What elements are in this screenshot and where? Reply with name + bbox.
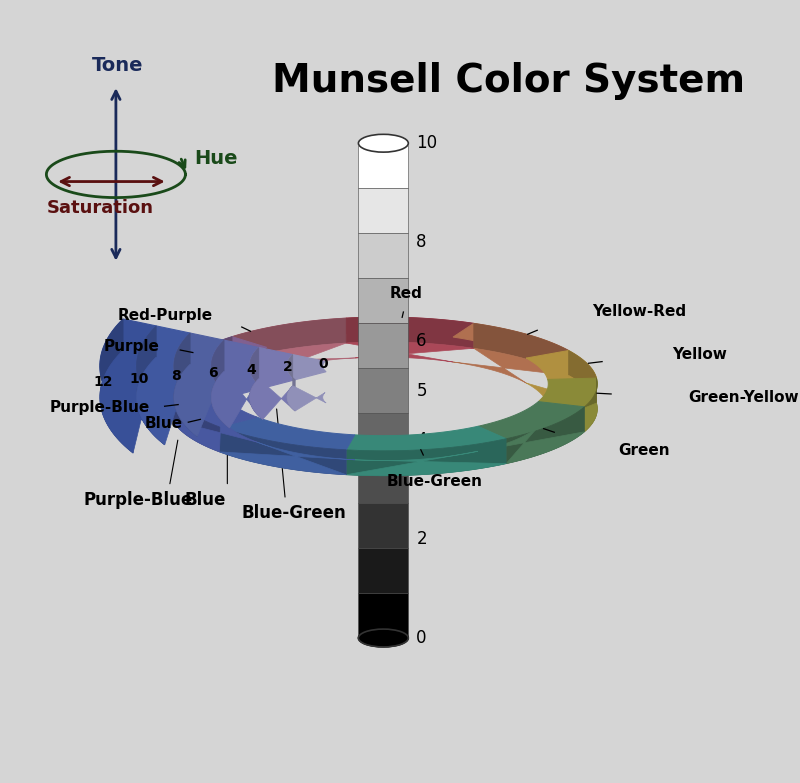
Polygon shape [100, 319, 133, 453]
Text: Munsell Color System: Munsell Color System [271, 62, 745, 99]
Polygon shape [174, 333, 230, 406]
Text: 4: 4 [416, 431, 427, 449]
Polygon shape [346, 426, 506, 451]
Polygon shape [538, 378, 598, 407]
Polygon shape [585, 378, 598, 431]
Bar [358, 368, 408, 413]
Text: Purple-Blue: Purple-Blue [50, 400, 150, 415]
Text: 4: 4 [246, 363, 256, 377]
Polygon shape [173, 337, 232, 397]
Polygon shape [173, 393, 257, 427]
Polygon shape [453, 348, 569, 383]
Bar [358, 503, 408, 548]
Ellipse shape [358, 629, 408, 647]
Bar [358, 413, 408, 458]
Polygon shape [250, 379, 295, 420]
Text: Saturation: Saturation [46, 200, 154, 218]
Polygon shape [174, 364, 230, 436]
Text: Green: Green [618, 442, 670, 457]
Polygon shape [173, 418, 257, 452]
Polygon shape [453, 323, 569, 358]
Polygon shape [250, 348, 295, 388]
Text: Purple-Blue: Purple-Blue [83, 491, 193, 509]
Polygon shape [346, 342, 474, 362]
Bar [358, 188, 408, 233]
Text: 10: 10 [130, 372, 150, 386]
Text: Yellow-Red: Yellow-Red [592, 304, 686, 319]
Bar [358, 278, 408, 323]
Text: Tone: Tone [92, 56, 143, 74]
Polygon shape [173, 362, 266, 400]
Polygon shape [250, 348, 262, 420]
Text: Blue-Green: Blue-Green [386, 474, 482, 489]
Polygon shape [211, 340, 262, 397]
Text: 6: 6 [416, 332, 427, 350]
Bar [358, 323, 408, 368]
Polygon shape [478, 402, 585, 438]
Text: 5: 5 [416, 381, 427, 399]
Polygon shape [287, 386, 326, 411]
Text: 8: 8 [416, 233, 427, 251]
Polygon shape [211, 340, 230, 428]
Polygon shape [346, 438, 506, 476]
Polygon shape [569, 351, 597, 403]
Text: 0: 0 [416, 629, 427, 647]
Polygon shape [100, 319, 165, 422]
Polygon shape [232, 318, 346, 362]
Text: 2: 2 [283, 360, 293, 374]
Bar [358, 458, 408, 503]
Polygon shape [219, 417, 354, 449]
Polygon shape [287, 355, 326, 380]
Text: Green-Yellow: Green-Yellow [688, 390, 798, 405]
Polygon shape [287, 355, 295, 411]
Polygon shape [346, 317, 474, 337]
Polygon shape [219, 442, 354, 474]
Polygon shape [474, 323, 569, 376]
Polygon shape [173, 337, 266, 375]
Text: 12: 12 [94, 375, 114, 389]
Polygon shape [137, 326, 165, 445]
Polygon shape [100, 350, 165, 453]
Polygon shape [526, 351, 597, 380]
Polygon shape [211, 371, 262, 428]
Text: 10: 10 [416, 134, 438, 152]
Text: Red-Purple: Red-Purple [118, 309, 214, 323]
Polygon shape [174, 333, 197, 436]
Polygon shape [526, 376, 597, 404]
Polygon shape [219, 427, 346, 474]
Polygon shape [137, 357, 197, 445]
Text: 6: 6 [209, 366, 218, 381]
Bar [358, 548, 408, 593]
Text: Red: Red [390, 287, 423, 301]
Text: Hue: Hue [194, 149, 238, 168]
Polygon shape [538, 403, 598, 431]
Polygon shape [346, 317, 474, 348]
Polygon shape [232, 318, 354, 348]
Polygon shape [137, 326, 197, 413]
Bar [358, 233, 408, 278]
Text: Yellow: Yellow [672, 347, 726, 363]
Text: Blue: Blue [184, 491, 226, 509]
Text: Purple: Purple [103, 339, 159, 354]
Polygon shape [232, 343, 354, 373]
Text: Blue-Green: Blue-Green [242, 504, 346, 522]
Polygon shape [346, 451, 506, 476]
Ellipse shape [358, 135, 408, 152]
Polygon shape [173, 395, 219, 452]
Text: 0: 0 [318, 358, 328, 371]
Text: 8: 8 [172, 369, 182, 383]
Polygon shape [506, 407, 585, 464]
Text: Blue: Blue [145, 416, 183, 431]
Bar [358, 143, 408, 188]
Bar [358, 593, 408, 638]
Text: 2: 2 [416, 530, 427, 548]
Polygon shape [478, 427, 585, 464]
